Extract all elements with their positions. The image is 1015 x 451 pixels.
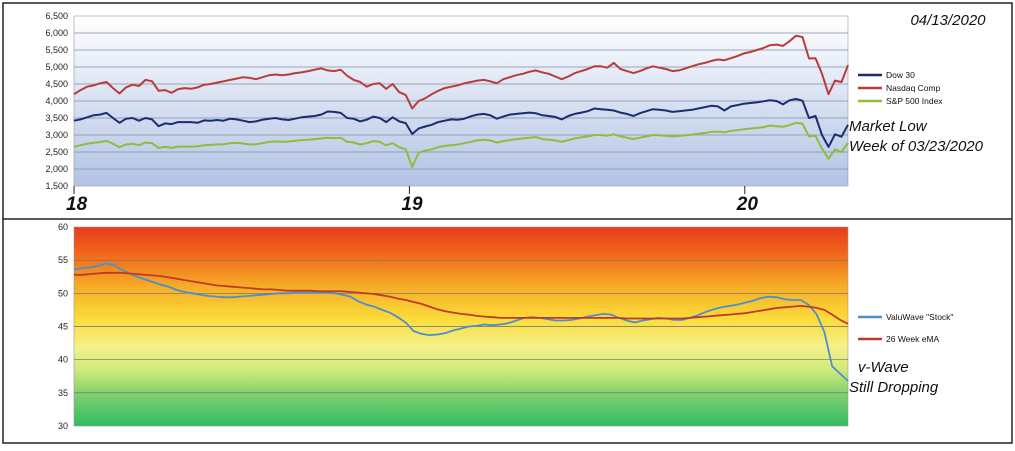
legend-label: Dow 30	[886, 70, 915, 80]
y-tick-label: 55	[58, 255, 68, 265]
series-line-1	[73, 34, 849, 110]
y-tick-label: 2,000	[45, 164, 68, 174]
legend-label: S&P 500 Index	[886, 96, 943, 106]
index-chart: 1,500 2,000 2,500 3,000 3,500 4,000 4,500 5,000…	[45, 11, 986, 215]
legend-label: Nasdaq Comp	[886, 83, 941, 93]
y-tick-label: 60	[58, 222, 68, 232]
y-tick-label: 30	[58, 421, 68, 431]
y-tick-label: 5,000	[45, 62, 68, 72]
market-low-annotation-line2: Week of 03/23/2020	[849, 138, 984, 155]
y-tick-label: 3,000	[45, 130, 68, 140]
market-low-annotation-line1: Market Low	[849, 118, 928, 135]
x-tick-label: 20	[736, 194, 759, 215]
y-tick-label: 3,500	[45, 113, 68, 123]
y-tick-label: 5,500	[45, 45, 68, 55]
y-tick-label: 4,500	[45, 79, 68, 89]
top-series	[73, 34, 849, 168]
x-tick-label: 18	[66, 194, 88, 215]
legend-label: 26 Week eMA	[886, 334, 940, 344]
x-tick-label: 19	[401, 194, 423, 215]
series-line-1	[74, 271, 849, 325]
y-tick-label: 40	[58, 355, 68, 365]
series-line-2	[73, 121, 849, 168]
y-tick-label: 1,500	[45, 181, 68, 191]
top-y-axis: 1,500 2,000 2,500 3,000 3,500 4,000 4,500 5,000…	[45, 11, 68, 191]
bottom-y-axis: 30 35 40 45 50 55 60	[58, 222, 68, 431]
y-tick-label: 4,000	[45, 96, 68, 106]
bottom-grid	[74, 259, 848, 394]
vwave-annotation-line1: v-Wave	[858, 359, 909, 376]
vwave-annotation-line2: Still Dropping	[849, 379, 939, 396]
y-tick-label: 35	[58, 388, 68, 398]
top-grid	[74, 32, 848, 170]
y-tick-label: 45	[58, 322, 68, 332]
bottom-series	[73, 262, 849, 382]
y-tick-label: 6,000	[45, 28, 68, 38]
bottom-legend: ValuWave "Stock" 26 Week eMA	[858, 312, 953, 344]
vwave-chart: 30 35 40 45 50 55 60 ValuWave "Stock" 26 Week e…	[58, 222, 953, 431]
series-line-0	[73, 262, 849, 382]
top-legend: Dow 30 Nasdaq Comp S&P 500 Index	[858, 70, 943, 106]
y-tick-label: 2,500	[45, 147, 68, 157]
date-label: 04/13/2020	[910, 12, 986, 29]
y-tick-label: 6,500	[45, 11, 68, 21]
top-x-axis: 18 19 20	[66, 186, 758, 215]
y-tick-label: 50	[58, 288, 68, 298]
series-line-0	[73, 98, 849, 148]
legend-label: ValuWave "Stock"	[886, 312, 953, 322]
